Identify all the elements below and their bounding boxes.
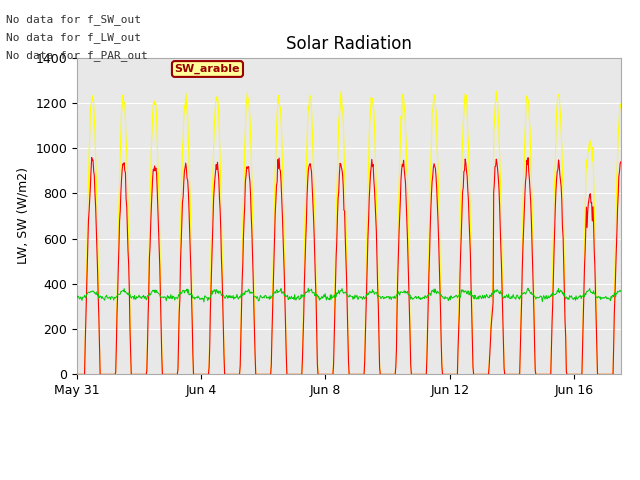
Text: No data for f_LW_out: No data for f_LW_out	[6, 32, 141, 43]
Y-axis label: LW, SW (W/m2): LW, SW (W/m2)	[17, 168, 29, 264]
Text: No data for f_PAR_out: No data for f_PAR_out	[6, 50, 148, 61]
Legend: SW_in, LW_in, PAR_in: SW_in, LW_in, PAR_in	[205, 478, 492, 480]
Title: Solar Radiation: Solar Radiation	[286, 35, 412, 53]
Text: SW_arable: SW_arable	[175, 64, 240, 74]
Text: No data for f_SW_out: No data for f_SW_out	[6, 14, 141, 25]
